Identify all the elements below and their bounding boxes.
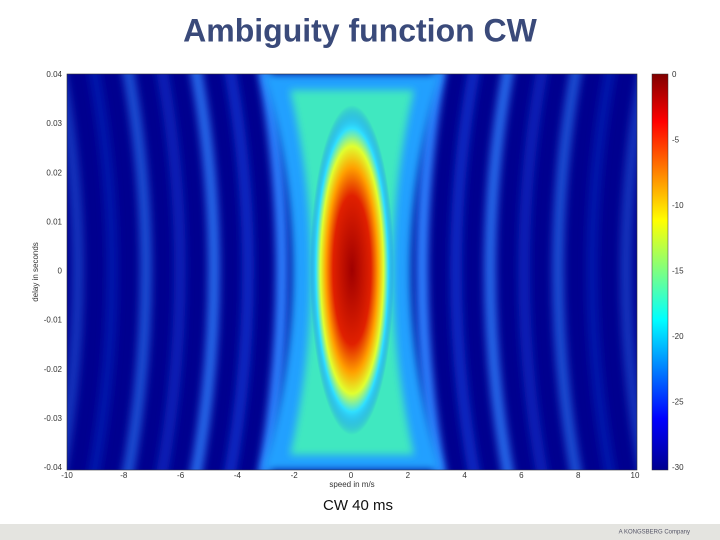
side-band — [518, 74, 548, 470]
colorbar-tick-label: -20 — [672, 332, 684, 341]
side-band — [122, 74, 152, 470]
heatmap — [67, 74, 637, 470]
x-tick-label: -10 — [61, 471, 73, 480]
side-band — [552, 74, 582, 470]
y-tick-label: -0.04 — [44, 463, 63, 472]
y-tick-label: 0.04 — [46, 70, 62, 79]
y-tick-label: 0 — [58, 267, 63, 276]
x-axis-label: speed in m/s — [329, 480, 374, 489]
plot-frame — [66, 73, 638, 471]
side-band — [416, 74, 446, 470]
footer-band — [0, 524, 720, 540]
colorbar-tick-label: -25 — [672, 398, 684, 407]
side-band — [67, 76, 84, 468]
x-tick-label: 0 — [349, 471, 354, 480]
x-tick-label: 4 — [462, 471, 467, 480]
side-band — [620, 76, 637, 468]
footer-logo: A KONGSBERG Company — [619, 530, 690, 536]
side-band — [484, 74, 514, 470]
side-band — [258, 74, 288, 470]
y-tick-label: 0.02 — [46, 168, 62, 177]
colorbar-tick-label: -5 — [672, 136, 680, 145]
colorbar — [651, 73, 669, 471]
x-tick-label: 2 — [406, 471, 411, 480]
x-tick-label: -2 — [291, 471, 299, 480]
side-band — [224, 74, 254, 470]
x-tick-label: -4 — [234, 471, 242, 480]
y-tick-label: -0.03 — [44, 414, 63, 423]
side-band — [450, 74, 480, 470]
side-band — [586, 74, 616, 470]
side-band — [88, 74, 118, 470]
caption: CW 40 ms — [323, 497, 393, 514]
colorbar-tick-label: -30 — [672, 463, 684, 472]
colorbar-tick-label: 0 — [672, 70, 677, 79]
x-tick-label: -8 — [120, 471, 128, 480]
y-tick-label: -0.01 — [44, 316, 63, 325]
y-tick-label: 0.01 — [46, 217, 62, 226]
y-tick-label: -0.02 — [44, 365, 63, 374]
x-tick-label: 10 — [631, 471, 640, 480]
x-tick-label: -6 — [177, 471, 185, 480]
colorbar-tick-label: -15 — [672, 267, 684, 276]
x-tick-label: 6 — [519, 471, 524, 480]
side-band — [156, 74, 186, 470]
side-band — [190, 74, 220, 470]
slide-title: Ambiguity function CW — [183, 12, 538, 48]
x-tick-label: 8 — [576, 471, 581, 480]
colorbar-tick-label: -10 — [672, 201, 684, 210]
y-axis-label: delay in seconds — [31, 242, 40, 302]
y-tick-label: 0.03 — [46, 119, 62, 128]
